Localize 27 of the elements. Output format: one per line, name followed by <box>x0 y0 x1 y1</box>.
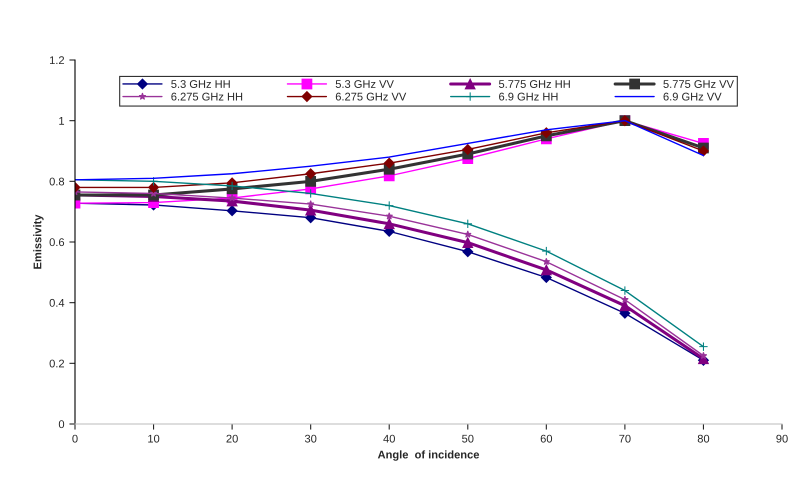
x-tick-label: 40 <box>383 434 395 443</box>
legend-label: 5.775 GHz HH <box>498 80 570 88</box>
x-tick-label: 10 <box>148 434 160 443</box>
x-tick-label: 90 <box>776 434 788 443</box>
x-tick-label: 70 <box>619 434 631 443</box>
legend-label: 6.275 GHz HH <box>171 92 242 101</box>
legend-label: 5.775 GHz VV <box>663 80 734 88</box>
y-tick-label: 1 <box>59 117 64 125</box>
x-tick-label: 60 <box>540 434 552 443</box>
y-tick-label: 0.2 <box>50 360 64 368</box>
legend-label: 6.9 GHz HH <box>499 92 558 101</box>
x-tick-label: 30 <box>304 434 316 443</box>
y-tick-label: 0.6 <box>50 238 64 246</box>
x-tick-label: 80 <box>698 434 710 443</box>
x-tick-label: 0 <box>72 434 78 443</box>
legend-label: 5.3 GHz HH <box>171 80 230 88</box>
y-axis-title: Emissivity <box>33 214 44 269</box>
legend-label: 6.9 GHz VV <box>664 92 722 101</box>
y-tick-label: 1.2 <box>50 56 64 64</box>
x-axis-title: Angle of incidence <box>378 450 480 461</box>
x-tick-label: 50 <box>462 434 474 443</box>
y-tick-label: 0 <box>58 420 64 428</box>
legend-label: 6.275 GHz VV <box>336 92 406 101</box>
legend-label: 5.3 GHz VV <box>336 80 394 88</box>
y-tick-label: 0.4 <box>50 298 64 307</box>
x-tick-label: 20 <box>226 434 238 443</box>
y-tick-label: 0.8 <box>50 178 64 186</box>
